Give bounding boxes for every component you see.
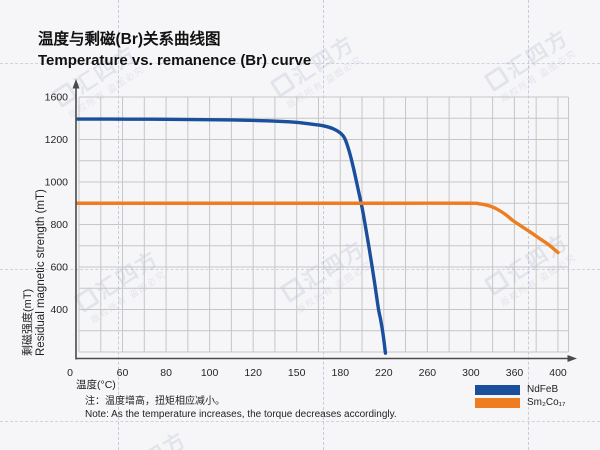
x-tick-label: 120	[244, 367, 262, 379]
x-axis-arrow	[567, 355, 577, 362]
legend-swatch-ndfeb	[475, 384, 520, 395]
x-tick-label: 180	[332, 367, 350, 379]
legend-item-ndfeb: NdFeB	[475, 383, 565, 396]
title-block: 温度与剩磁(Br)关系曲线图 Temperature vs. remanence…	[38, 29, 311, 71]
series-curve-smco	[75, 201, 560, 255]
y-tick-label: 1000	[45, 177, 69, 189]
legend-item-sm2co17: Sm₂Co₁₇	[475, 396, 565, 409]
note-line-zh: 注：温度增高，扭矩相应减小。	[85, 396, 225, 407]
x-tick-label: 80	[160, 367, 172, 379]
guide-line-horizontal	[0, 63, 600, 64]
y-axis-title-en: Residual magnetic strength (mT)	[35, 189, 47, 356]
legend-label-ndfeb: NdFeB	[527, 384, 559, 395]
series-curve-ndfeb	[75, 117, 388, 355]
legend-label-sm2co17: Sm₂Co₁₇	[527, 397, 566, 408]
note-line-en: Note: As the temperature increases, the …	[85, 409, 397, 420]
x-tick-label: 60	[117, 367, 129, 379]
page-title-en: Temperature vs. remanence (Br) curve	[38, 52, 312, 69]
x-tick-label: 260	[419, 367, 437, 379]
x-tick-label: 220	[375, 367, 393, 379]
guide-line-horizontal	[0, 269, 600, 270]
page-title-zh: 温度与剩磁(Br)关系曲线图	[38, 31, 221, 48]
note-block: 注：温度增高，扭矩相应减小。 Note: As the temperature …	[85, 395, 397, 421]
x-axis-title: 温度(°C)	[76, 379, 116, 391]
y-tick-label: 800	[50, 219, 68, 231]
y-tick-label: 600	[50, 262, 68, 274]
x-tick-label: 400	[549, 367, 567, 379]
x-tick-label: 300	[462, 367, 480, 379]
legend-swatch-sm2co17	[475, 397, 520, 408]
x-tick-label: 100	[201, 367, 219, 379]
y-tick-label: 1200	[45, 134, 69, 146]
legend: NdFeB Sm₂Co₁₇	[475, 383, 565, 409]
x-tick-label: 360	[506, 367, 524, 379]
x-tick-label: 150	[288, 367, 306, 379]
y-axis-title-zh: 剩磁强度(mT)	[22, 288, 34, 356]
guide-line-horizontal	[0, 421, 600, 422]
y-axis-arrow	[72, 79, 80, 89]
x-tick-label: 0	[67, 367, 73, 379]
y-tick-label: 1600	[45, 92, 69, 104]
y-tick-label: 400	[50, 304, 68, 316]
